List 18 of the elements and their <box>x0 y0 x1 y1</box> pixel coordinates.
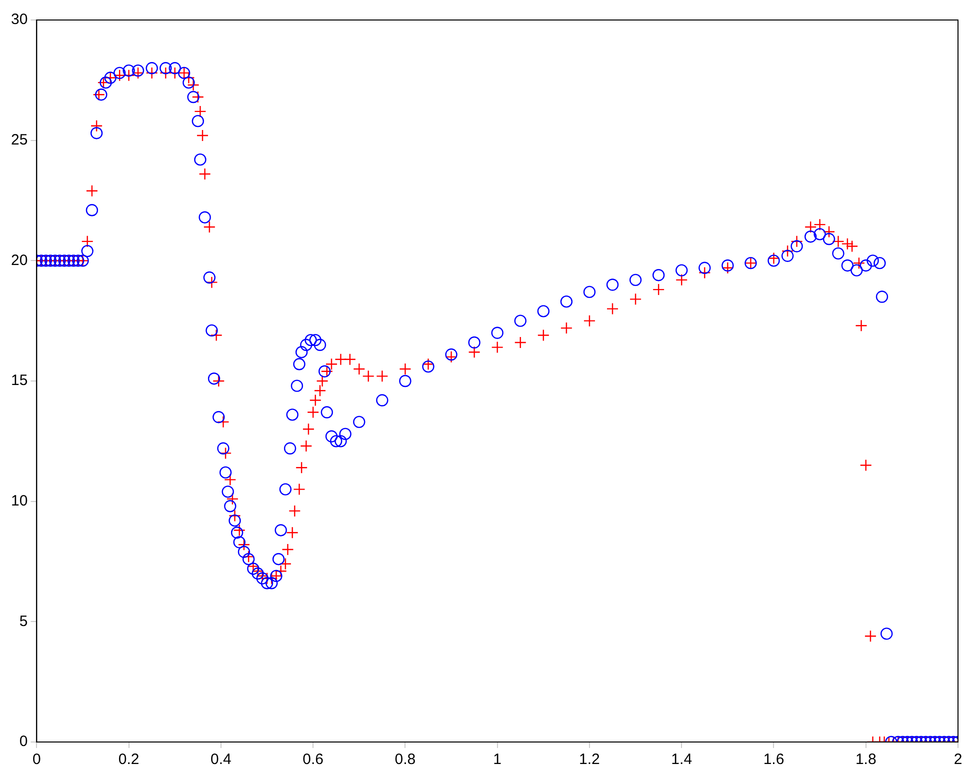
x-tick-label: 0.6 <box>302 751 324 768</box>
x-tick-label: 1.6 <box>763 751 784 768</box>
y-tick-label: 5 <box>19 612 28 630</box>
x-tick-label: 2 <box>954 751 962 768</box>
x-tick-label: 1.2 <box>579 751 600 768</box>
x-tick-label: 1 <box>493 751 502 768</box>
x-tick-label: 1.8 <box>855 751 876 768</box>
x-tick-label: 0.4 <box>210 751 232 768</box>
y-tick-label: 15 <box>10 372 28 390</box>
y-tick-label: 0 <box>19 733 28 750</box>
y-tick-label: 20 <box>10 252 28 269</box>
x-tick-label: 0.8 <box>394 751 416 768</box>
y-tick-label: 30 <box>10 11 28 28</box>
x-tick-label: 0.2 <box>118 751 140 768</box>
x-tick-label: 1.4 <box>671 751 692 768</box>
x-tick-label: 0 <box>32 751 41 768</box>
y-tick-label: 10 <box>10 492 28 510</box>
y-tick-label: 25 <box>10 131 28 148</box>
